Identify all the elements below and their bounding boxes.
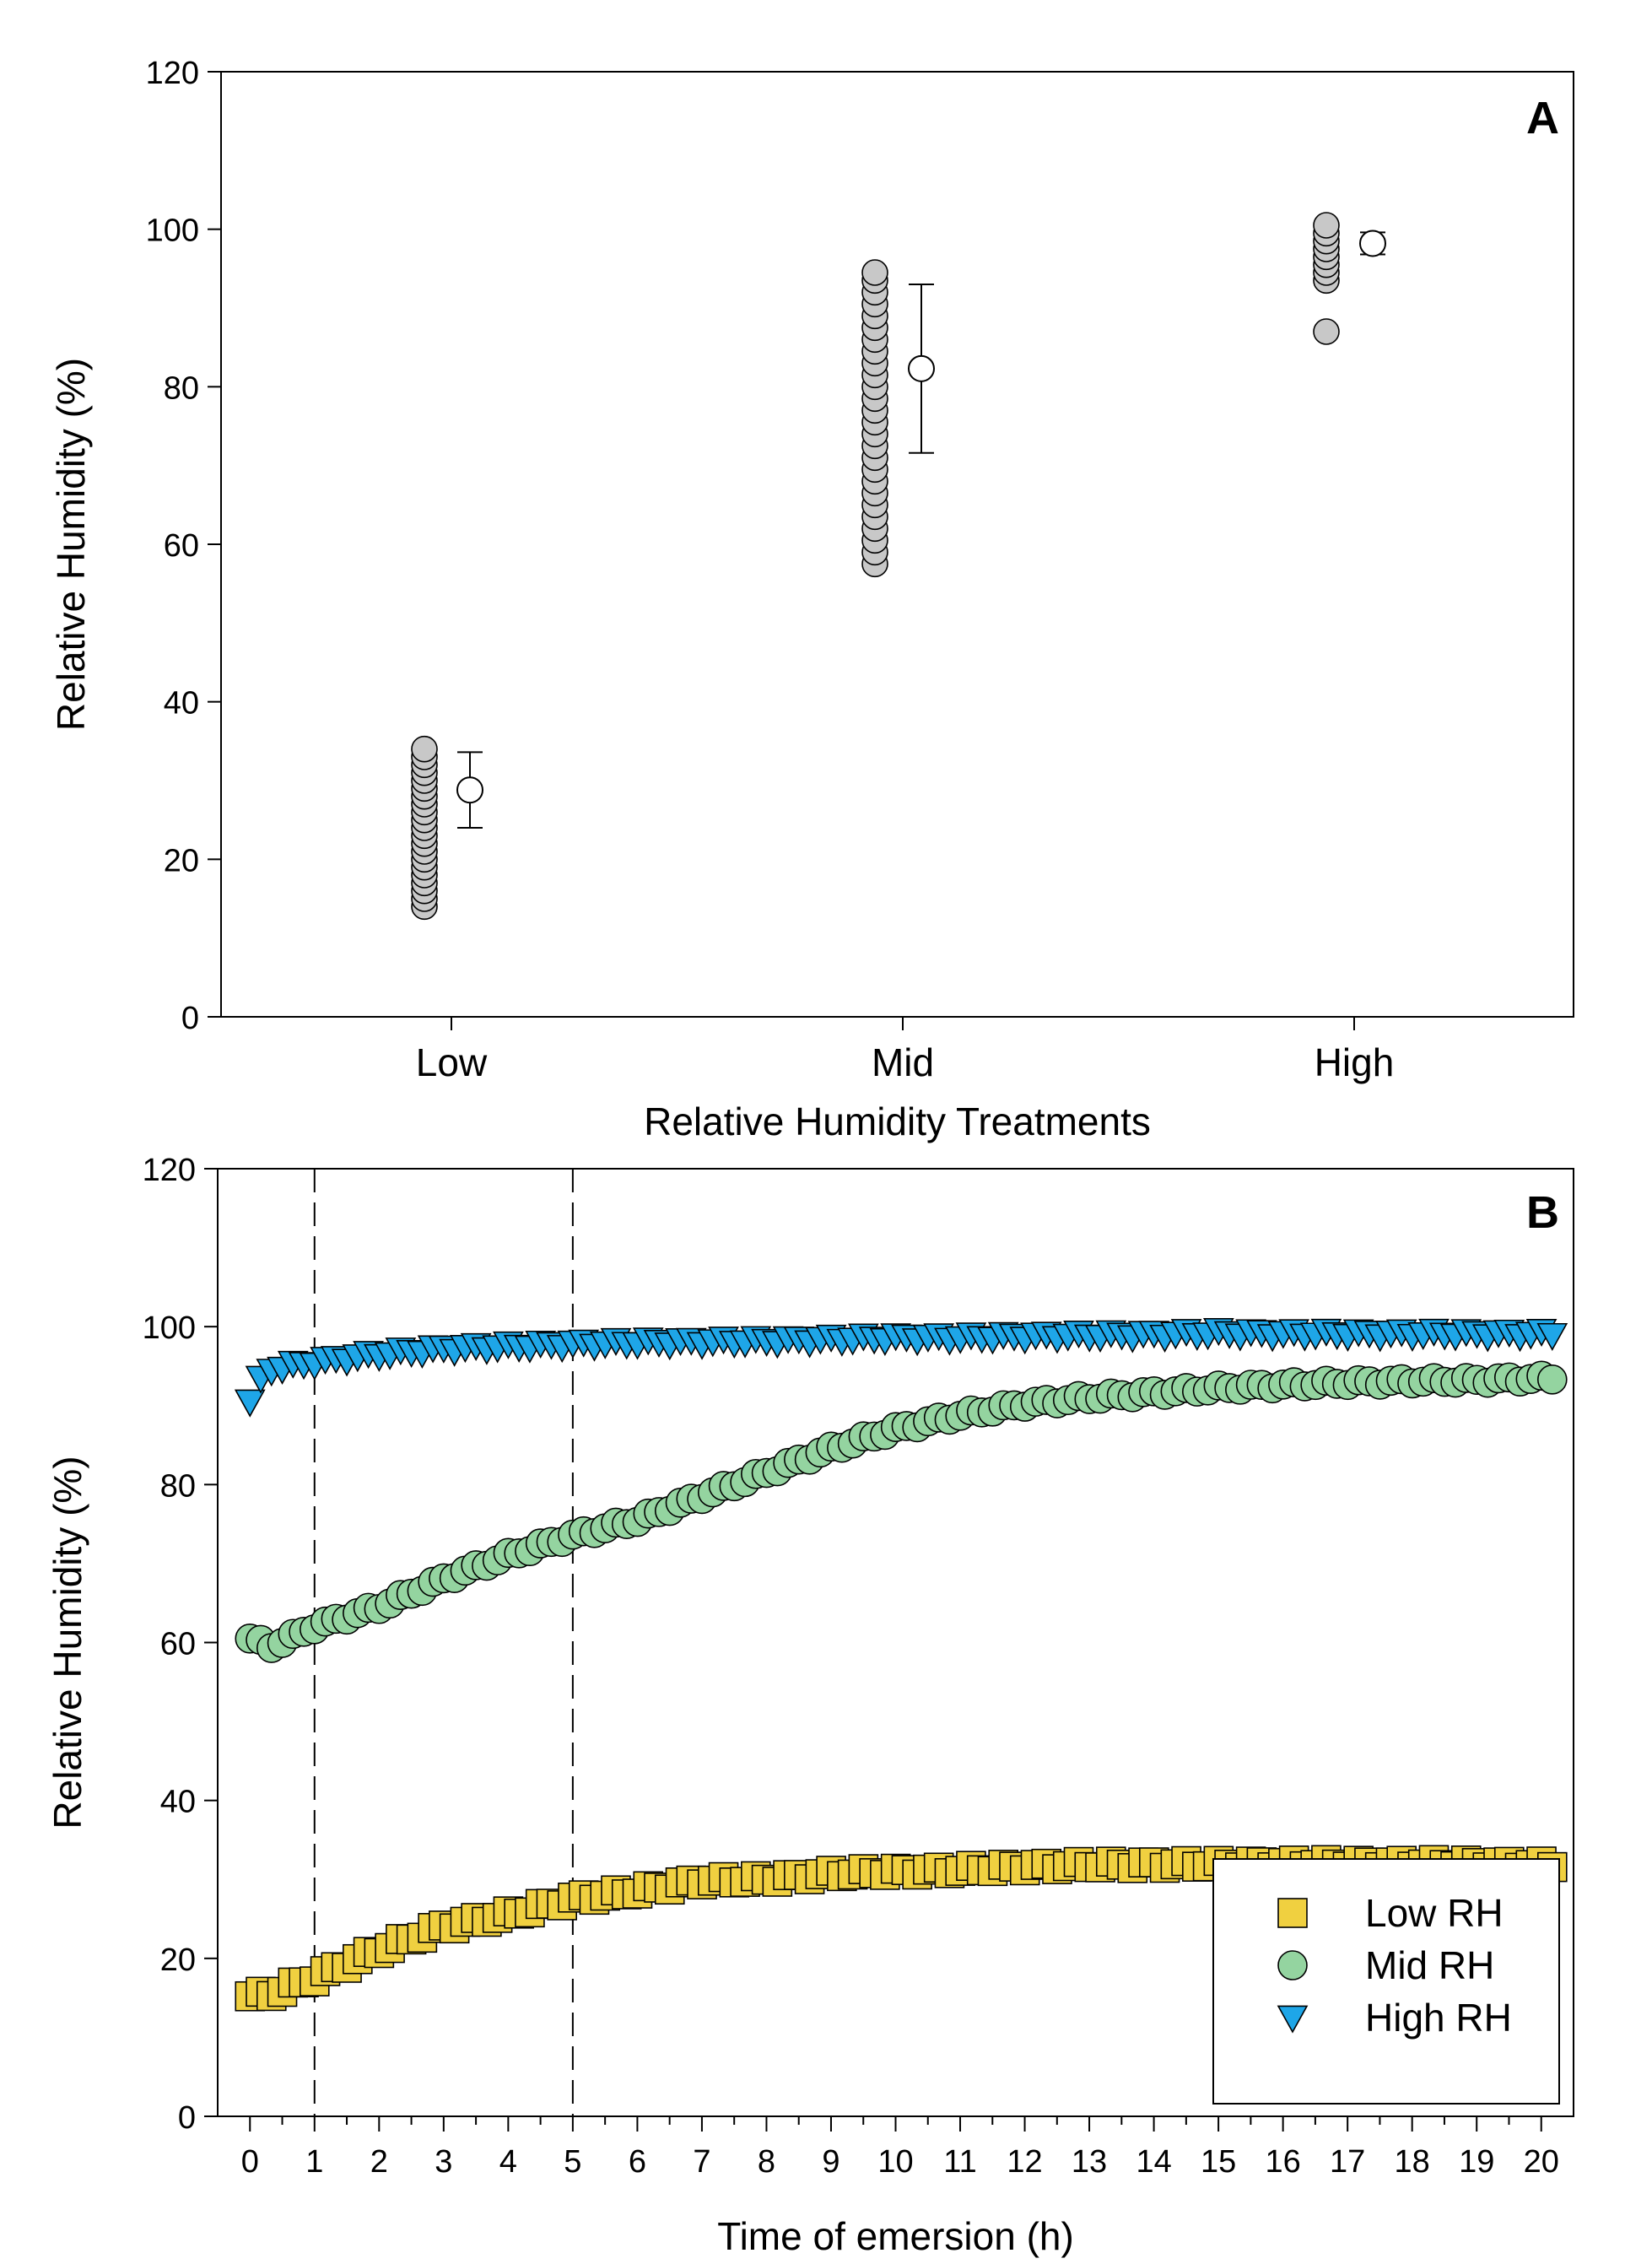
mean-point: [456, 776, 483, 804]
legend-label: High RH: [1365, 1996, 1512, 2040]
x-tick-label: Mid: [872, 1040, 934, 1084]
x-tick-label: 9: [822, 2144, 839, 2180]
x-tick-label: 19: [1459, 2144, 1494, 2180]
x-tick-label: 17: [1330, 2144, 1365, 2180]
data-point: [234, 1389, 266, 1418]
legend-box: [1212, 1858, 1560, 2105]
x-tick-label: 12: [1007, 2144, 1042, 2180]
y-tick-label: 60: [164, 528, 199, 564]
x-tick-label: 3: [435, 2144, 452, 2180]
y-tick-label: 80: [160, 1468, 196, 1504]
x-tick-label: Low: [416, 1040, 488, 1084]
x-tick-label: 16: [1266, 2144, 1301, 2180]
y-tick-label: 40: [164, 686, 199, 721]
data-point: [411, 735, 438, 763]
x-tick-label: 11: [943, 2144, 976, 2180]
y-tick-label: 120: [143, 1153, 196, 1188]
x-tick-label: 6: [629, 2144, 646, 2180]
x-tick-label: 20: [1524, 2144, 1559, 2180]
data-point: [1313, 318, 1340, 345]
y-axis-title: Relative Humidity (%): [49, 358, 93, 731]
x-tick-label: 5: [564, 2144, 581, 2180]
y-tick-label: 0: [181, 1001, 199, 1036]
x-tick-label: 8: [758, 2144, 775, 2180]
x-tick-label: 13: [1072, 2144, 1107, 2180]
legend-label: Low RH: [1365, 1891, 1504, 1935]
x-tick-label: High: [1315, 1040, 1395, 1084]
data-point: [1313, 212, 1340, 239]
panel-label: A: [1526, 93, 1559, 143]
mean-point: [1359, 230, 1386, 257]
x-axis-title: Time of emersion (h): [717, 2214, 1074, 2258]
series-mid-rh: [235, 1360, 1568, 1663]
mean-point: [908, 354, 935, 382]
y-tick-label: 20: [160, 1943, 196, 1978]
y-tick-label: 80: [164, 370, 199, 406]
x-tick-label: 18: [1395, 2144, 1430, 2180]
y-tick-label: 100: [146, 213, 199, 249]
data-point: [1536, 1322, 1568, 1351]
y-tick-label: 40: [160, 1785, 196, 1820]
x-tick-label: 4: [499, 2144, 517, 2180]
x-tick-label: 7: [693, 2144, 710, 2180]
data-point: [1537, 1364, 1568, 1395]
legend-marker: [1277, 1950, 1308, 1980]
legend-marker: [1277, 2005, 1309, 2034]
x-tick-label: 14: [1136, 2144, 1171, 2180]
y-tick-label: 20: [164, 843, 199, 878]
y-tick-label: 60: [160, 1627, 196, 1662]
x-tick-label: 2: [370, 2144, 388, 2180]
y-tick-label: 0: [178, 2100, 196, 2136]
x-axis-title: Relative Humidity Treatments: [644, 1100, 1151, 1143]
x-tick-label: 10: [877, 2144, 913, 2180]
y-tick-label: 100: [143, 1310, 196, 1346]
x-tick-label: 15: [1201, 2144, 1236, 2180]
legend-label: Mid RH: [1365, 1943, 1494, 1987]
data-point: [861, 259, 888, 286]
panel-a-chart: 0 20 40 60 80 100 120 Low Mid High Relative Humidi…: [49, 56, 1574, 1143]
x-tick-label: 0: [241, 2144, 259, 2180]
y-axis-title: Relative Humidity (%): [46, 1456, 89, 1829]
series-high-rh: [234, 1318, 1568, 1418]
panel-label: B: [1526, 1187, 1559, 1238]
legend: Low RH Mid RH High RH: [1212, 1858, 1560, 2105]
legend-marker: [1277, 1898, 1308, 1928]
x-tick-label: 1: [305, 2144, 323, 2180]
y-tick-label: 120: [146, 56, 199, 91]
